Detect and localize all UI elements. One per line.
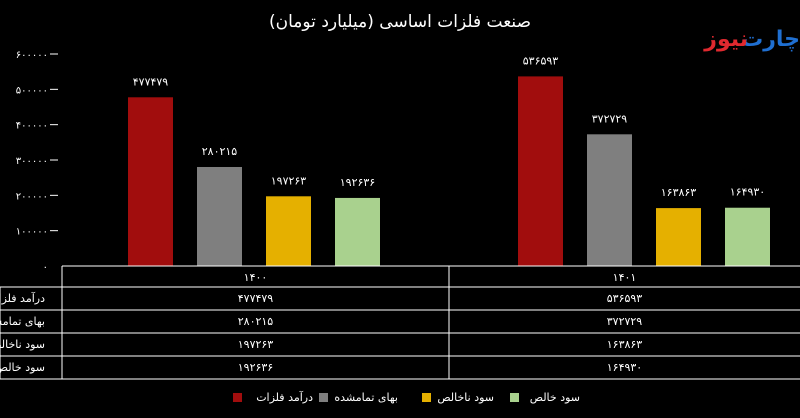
table-cell: ۱۹۲۶۳۶ (238, 361, 273, 374)
bar-data-label: ۴۷۷۴۷۹ (133, 75, 169, 88)
bar-data-label: ۵۳۶۵۹۳ (523, 54, 559, 67)
legend-swatch (319, 393, 328, 402)
table-row-label: سود خالص (0, 361, 45, 374)
table-cell: ۱۹۷۲۶۳ (238, 338, 274, 351)
bar-data-label: ۱۹۲۶۳۶ (340, 176, 375, 189)
bar-plot-area: ۴۷۷۴۷۹ ۲۸۰۲۱۵ ۱۹۷۲۶۳ ۱۹۲۶۳۶ ۵۳۶۵۹۳ ۳۷۲۷۲۹ ۱۶۳۸… (128, 54, 770, 266)
y-tick-label: ۳۰۰۰۰۰ (16, 156, 48, 167)
y-tick-label: ۰ (43, 262, 48, 273)
bar-data-label: ۱۹۷۲۶۳ (271, 174, 307, 187)
legend-label: سود ناخالص (437, 391, 494, 404)
legend-label: سود خالص (530, 391, 580, 404)
table-cell: ۱۶۴۹۳۰ (607, 361, 642, 374)
table-cell: ۵۳۶۵۹۳ (607, 292, 643, 305)
y-tick-label: ۴۰۰۰۰۰ (16, 121, 48, 132)
table-row-label: بهای تمامشد (0, 315, 45, 328)
legend-label: درآمد فلزات (256, 390, 313, 404)
bar (128, 97, 173, 266)
legend: درآمد فلزات بهای تمامشده سود ناخالص سود خال… (233, 390, 580, 404)
brand-logo-part1: چارت (741, 27, 800, 52)
bar (518, 76, 563, 266)
bar (725, 207, 770, 266)
bar (266, 196, 311, 266)
bar (587, 134, 632, 266)
y-tick-label: ۶۰۰۰۰۰ (16, 50, 48, 61)
legend-swatch (422, 393, 431, 402)
y-axis: ۰ ۱۰۰۰۰۰ ۲۰۰۰۰۰ ۳۰۰۰۰۰ ۴۰۰۰۰۰ ۵۰۰۰۰۰ ۶۰۰۰۰۰ (16, 50, 58, 273)
brand-logo: چارت نیوز (703, 27, 800, 52)
y-tick-label: ۱۰۰۰۰۰ (16, 227, 48, 238)
data-table: ۱۴۰۰ ۱۴۰۱ درآمد فلزا ۴۷۷۴۷۹ ۵۳۶۵۹۳ بهای تمامش… (0, 265, 800, 380)
table-row-label: سود ناخالص (0, 338, 45, 351)
bar-data-label: ۱۶۳۸۶۳ (661, 186, 697, 199)
table-cell: ۴۷۷۴۷۹ (238, 292, 274, 305)
table-cell: ۱۶۳۸۶۳ (607, 338, 643, 351)
brand-logo-part2: نیوز (703, 27, 748, 52)
table-header-cell: ۱۴۰۱ (613, 271, 637, 284)
legend-label: بهای تمامشده (334, 391, 398, 404)
table-cell: ۳۷۲۷۲۹ (607, 315, 643, 328)
bar (335, 197, 380, 266)
bar (656, 208, 701, 266)
y-tick-label: ۲۰۰۰۰۰ (16, 191, 48, 202)
legend-swatch (510, 393, 519, 402)
table-header-cell: ۱۴۰۰ (244, 271, 268, 284)
table-cell: ۲۸۰۲۱۵ (238, 315, 274, 328)
bar-data-label: ۳۷۲۷۲۹ (592, 112, 628, 125)
y-tick-label: ۵۰۰۰۰۰ (16, 85, 48, 96)
table-row-label: درآمد فلزا (0, 291, 45, 305)
bar-data-label: ۲۸۰۲۱۵ (202, 145, 238, 158)
legend-swatch (233, 393, 242, 402)
bar (197, 166, 242, 266)
chart-title: صنعت فلزات اساسی (میلیارد تومان) (269, 12, 531, 32)
bar-data-label: ۱۶۴۹۳۰ (730, 186, 765, 199)
